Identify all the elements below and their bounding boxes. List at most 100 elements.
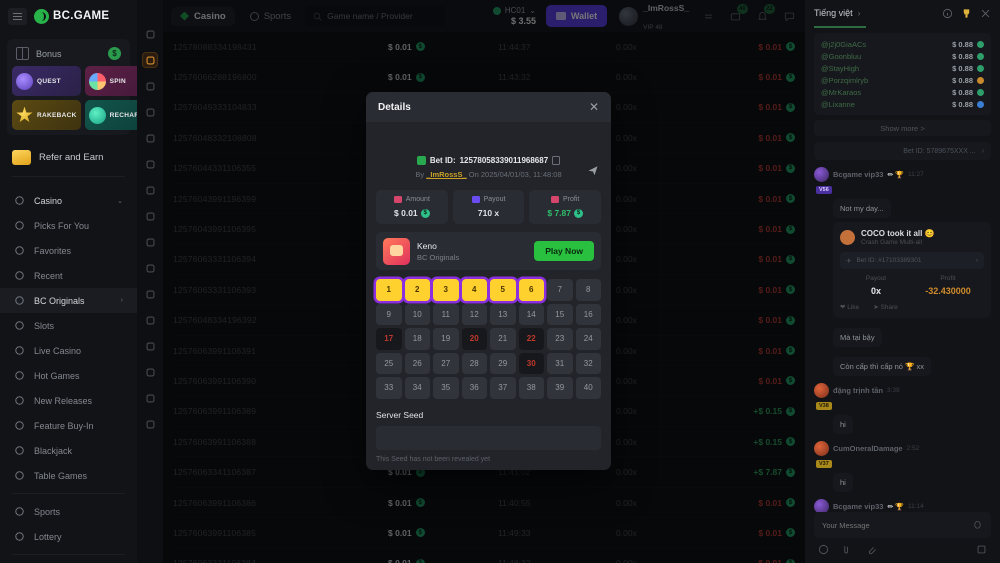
- keno-cell-11[interactable]: 11: [433, 303, 459, 325]
- chat-language[interactable]: Tiếng việt: [814, 8, 853, 18]
- chevron-up-icon[interactable]: [142, 26, 158, 42]
- keno-cell-36[interactable]: 36: [461, 377, 487, 399]
- sidebar-item-feature-buy-in[interactable]: Feature Buy-In: [0, 413, 137, 438]
- sidebar-item-sports[interactable]: Sports: [0, 499, 137, 524]
- sidebar-item-recent[interactable]: Recent: [0, 263, 137, 288]
- keno-cell-5[interactable]: 5: [490, 279, 516, 301]
- keno-cell-32[interactable]: 32: [575, 352, 601, 374]
- close-icon[interactable]: [980, 8, 991, 19]
- chevron-right-icon[interactable]: ›: [857, 8, 861, 18]
- keno-cell-13[interactable]: 13: [490, 303, 516, 325]
- keno-cell-10[interactable]: 10: [404, 303, 430, 325]
- keno-cell-3[interactable]: 3: [433, 279, 459, 301]
- keno-cell-9[interactable]: 9: [376, 303, 402, 325]
- keno-cell-37[interactable]: 37: [490, 377, 516, 399]
- keno-cell-14[interactable]: 14: [518, 303, 544, 325]
- rain-row[interactable]: @StayHigh $ 0.88: [821, 62, 984, 74]
- close-icon[interactable]: ✕: [588, 100, 599, 114]
- server-seed-field[interactable]: [376, 425, 601, 450]
- chat-bet-card[interactable]: COCO took it all 😊 Crash Game Multi-all ✈ B…: [833, 222, 991, 318]
- keno-cell-12[interactable]: 12: [461, 303, 487, 325]
- emoji-icon[interactable]: [818, 544, 829, 555]
- wheel-icon[interactable]: [142, 156, 158, 172]
- brand-logo[interactable]: BC.GAME: [34, 8, 109, 24]
- keno-cell-28[interactable]: 28: [461, 352, 487, 374]
- hilo-icon[interactable]: [142, 260, 158, 276]
- keno-cell-38[interactable]: 38: [518, 377, 544, 399]
- keno-cell-7[interactable]: 7: [547, 279, 573, 301]
- sidebar-item-slots[interactable]: Slots: [0, 313, 137, 338]
- mines-icon[interactable]: [142, 234, 158, 250]
- show-more-button[interactable]: Show more >: [814, 120, 991, 136]
- rain-row[interactable]: @j2j0GiaACs $ 0.88: [821, 38, 984, 50]
- sidebar-item-live-casino[interactable]: Live Casino: [0, 338, 137, 363]
- sidebar-item-bc-originals[interactable]: BC Originals ›: [0, 288, 137, 313]
- star-icon[interactable]: [142, 104, 158, 120]
- plinko-icon[interactable]: [142, 182, 158, 198]
- rules-icon[interactable]: [976, 544, 987, 555]
- attach-icon[interactable]: [866, 544, 877, 555]
- keno-cell-2[interactable]: 2: [404, 279, 430, 301]
- bonus-row[interactable]: Bonus $: [12, 44, 125, 66]
- sidebar-item-table-games[interactable]: Table Games: [0, 463, 137, 488]
- menu-toggle-button[interactable]: [8, 7, 27, 25]
- share-button[interactable]: ➤ Share: [873, 304, 898, 311]
- refer-and-earn[interactable]: Refer and Earn: [7, 144, 130, 171]
- keno-cell-19[interactable]: 19: [433, 328, 459, 350]
- keno-cell-34[interactable]: 34: [404, 377, 430, 399]
- rain-row[interactable]: @Lixanne $ 0.88: [821, 98, 984, 110]
- keno-cell-31[interactable]: 31: [547, 352, 573, 374]
- balloon-icon[interactable]: [972, 520, 983, 531]
- keno-cell-30[interactable]: 30: [518, 352, 544, 374]
- sidebar-item-casino[interactable]: Casino ⌄: [0, 188, 137, 213]
- tile-quest[interactable]: QUEST: [12, 66, 81, 96]
- keno-cell-35[interactable]: 35: [433, 377, 459, 399]
- ring-icon[interactable]: [142, 286, 158, 302]
- keno-cell-23[interactable]: 23: [547, 328, 573, 350]
- keno-cell-8[interactable]: 8: [575, 279, 601, 301]
- keno-cell-24[interactable]: 24: [575, 328, 601, 350]
- keno-cell-27[interactable]: 27: [433, 352, 459, 374]
- sidebar-item-lottery[interactable]: Lottery: [0, 524, 137, 549]
- keno-cell-25[interactable]: 25: [376, 352, 402, 374]
- keno-cell-33[interactable]: 33: [376, 377, 402, 399]
- keno-cell-29[interactable]: 29: [490, 352, 516, 374]
- by-user[interactable]: _ImRossS_: [426, 170, 467, 179]
- like-button[interactable]: ❤ Like: [840, 304, 860, 311]
- sidebar-item-hot-games[interactable]: Hot Games: [0, 363, 137, 388]
- wrench-icon[interactable]: [142, 416, 158, 432]
- sidebar-item-blackjack[interactable]: Blackjack: [0, 438, 137, 463]
- bet-reference[interactable]: Bet ID: 5789675XXX ... ›: [814, 142, 991, 160]
- chat-input[interactable]: [822, 520, 972, 530]
- rain-row[interactable]: @Porzqimlryb $ 0.88: [821, 74, 984, 86]
- keno-cell-39[interactable]: 39: [547, 377, 573, 399]
- limbo-icon[interactable]: [142, 130, 158, 146]
- keno-cell-16[interactable]: 16: [575, 303, 601, 325]
- keno-cell-20[interactable]: 20: [461, 328, 487, 350]
- play-now-button[interactable]: Play Now: [534, 241, 594, 261]
- tile-rakeback[interactable]: RAKEBACK: [12, 100, 81, 130]
- tip-icon[interactable]: [842, 544, 853, 555]
- keno-cell-1[interactable]: 1: [376, 279, 402, 301]
- avatar[interactable]: [814, 499, 829, 512]
- share-icon[interactable]: [587, 164, 599, 176]
- chat-user-name[interactable]: đặng trịnh tần: [833, 386, 883, 395]
- card-bet-ref[interactable]: ✈ Bet ID: #17103389301 ›: [840, 252, 984, 269]
- chat-user-name[interactable]: CumOneralDamage: [833, 444, 903, 453]
- video-poker-icon[interactable]: [142, 364, 158, 380]
- rain-row[interactable]: @Goonbluu $ 0.88: [821, 50, 984, 62]
- tower-icon[interactable]: [142, 312, 158, 328]
- keno-grid-icon[interactable]: [142, 52, 158, 68]
- coinflip-icon[interactable]: [142, 338, 158, 354]
- keno-cell-18[interactable]: 18: [404, 328, 430, 350]
- keno-cell-17[interactable]: 17: [376, 328, 402, 350]
- dice-icon[interactable]: [142, 208, 158, 224]
- keno-cell-26[interactable]: 26: [404, 352, 430, 374]
- clock-icon[interactable]: [142, 390, 158, 406]
- trophy-icon[interactable]: [961, 8, 972, 19]
- chat-user-name[interactable]: Bcgame vip33: [833, 502, 884, 511]
- avatar[interactable]: [814, 383, 829, 398]
- copy-icon[interactable]: [552, 156, 561, 165]
- chat-input-box[interactable]: [814, 512, 991, 538]
- keno-cell-22[interactable]: 22: [518, 328, 544, 350]
